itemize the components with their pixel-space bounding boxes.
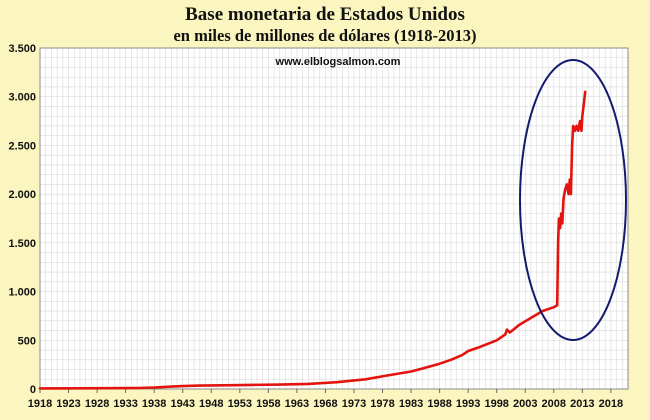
x-tick-label: 1993 bbox=[456, 398, 480, 410]
x-tick-label: 1933 bbox=[113, 398, 137, 410]
y-tick-label: 0 bbox=[30, 384, 36, 396]
x-tick-label: 1943 bbox=[170, 398, 194, 410]
chart-subtitle: en miles de millones de dólares (1918-20… bbox=[173, 26, 477, 45]
x-tick-label: 1963 bbox=[285, 398, 309, 410]
x-tick-label: 1948 bbox=[199, 398, 223, 410]
x-tick-label: 2013 bbox=[570, 398, 594, 410]
x-tick-label: 2008 bbox=[542, 398, 566, 410]
x-tick-label: 1928 bbox=[85, 398, 109, 410]
x-tick-label: 1968 bbox=[313, 398, 337, 410]
x-tick-label: 1953 bbox=[228, 398, 252, 410]
y-axis-tick-labels: 0 500 1.000 1.500 2.000 2.500 3.000 3.500 bbox=[8, 43, 36, 396]
series-line-monetary-base bbox=[38, 90, 587, 390]
y-tick-label: 3.500 bbox=[8, 43, 36, 55]
chart-title: Base monetaria de Estados Unidos bbox=[185, 4, 465, 25]
source-watermark: www.elblogsalmon.com bbox=[275, 56, 401, 68]
x-tick-label: 1998 bbox=[484, 398, 508, 410]
x-axis-tick-labels: 1918 1923 1928 1933 1938 1943 1948 1953 1958 1963… bbox=[28, 398, 623, 410]
plot-area bbox=[40, 48, 628, 389]
x-tick-label: 2003 bbox=[513, 398, 537, 410]
x-tick-label: 1923 bbox=[56, 398, 80, 410]
vertical-gridlines bbox=[39, 48, 629, 389]
x-tick-label: 1938 bbox=[142, 398, 166, 410]
y-tick-label: 1.500 bbox=[8, 238, 36, 250]
y-tick-label: 2.000 bbox=[8, 189, 36, 201]
x-tick-label: 2018 bbox=[599, 398, 623, 410]
x-tick-label: 1973 bbox=[342, 398, 366, 410]
x-tick-label: 1918 bbox=[28, 398, 52, 410]
highlight-ellipse bbox=[519, 59, 627, 341]
y-tick-label: 3.000 bbox=[8, 92, 36, 104]
y-tick-label: 2.500 bbox=[8, 140, 36, 152]
x-axis-tick-marks bbox=[39, 389, 612, 393]
x-tick-label: 1958 bbox=[256, 398, 280, 410]
x-tick-label: 1983 bbox=[399, 398, 423, 410]
x-tick-label: 1988 bbox=[427, 398, 451, 410]
x-tick-label: 1978 bbox=[370, 398, 394, 410]
y-tick-label: 500 bbox=[18, 335, 36, 347]
y-tick-label: 1.000 bbox=[8, 287, 36, 299]
plot-border bbox=[39, 47, 629, 390]
